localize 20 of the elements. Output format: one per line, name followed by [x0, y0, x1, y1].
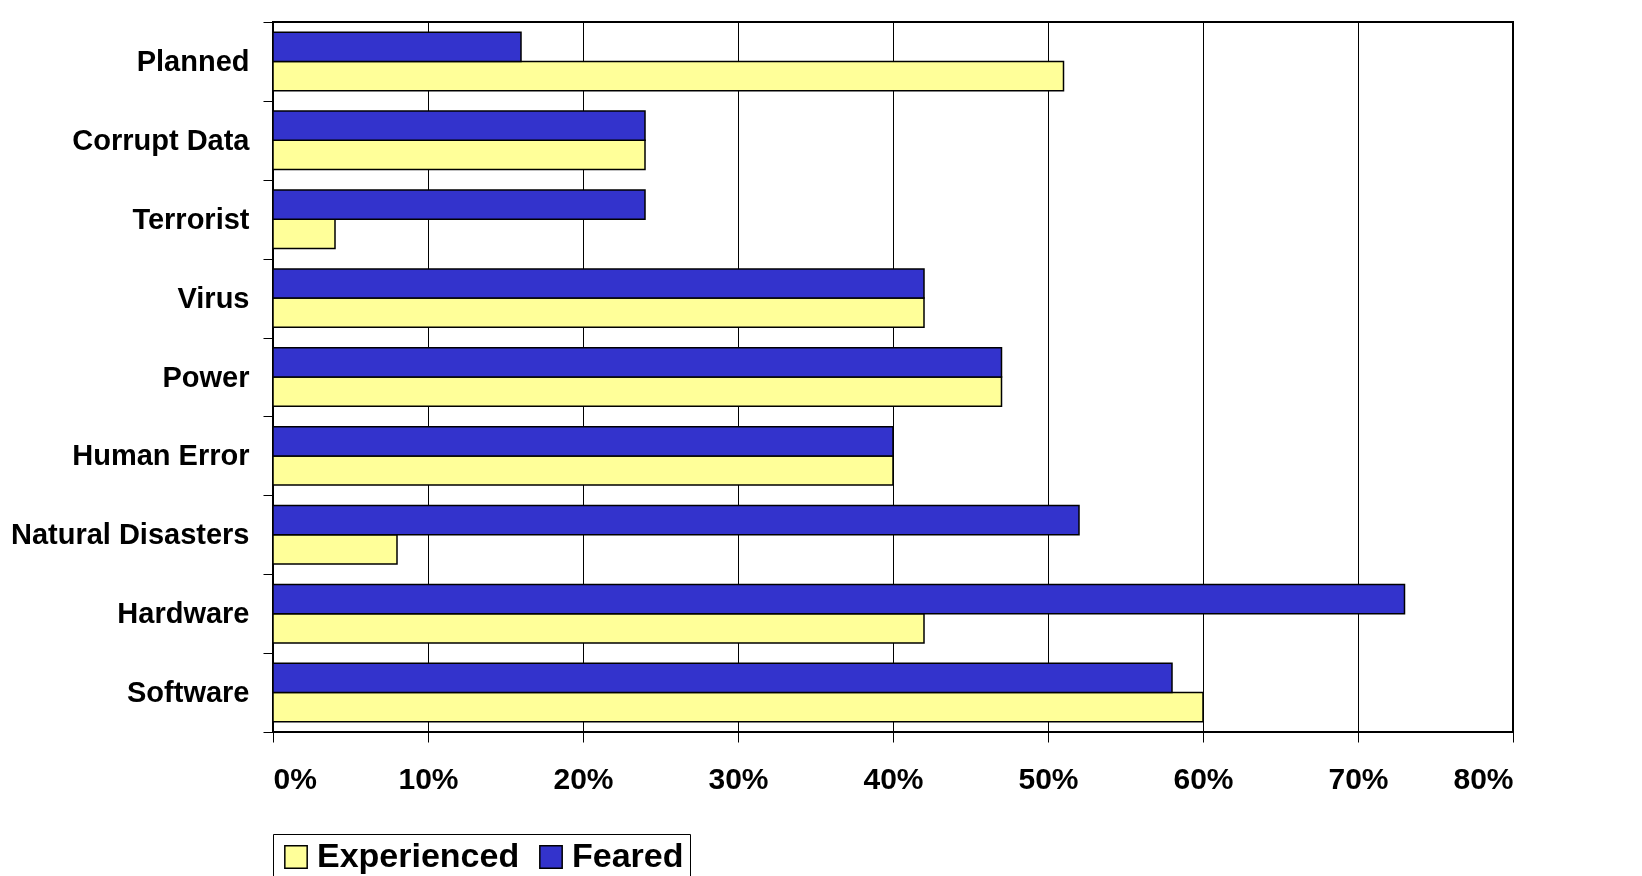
legend-label: Experienced: [317, 836, 520, 874]
y-tick-label: Natural Disasters: [10, 518, 250, 551]
y-tick-label: Hardware: [117, 597, 250, 630]
legend-label: Feared: [572, 836, 684, 874]
y-tick-label: Software: [127, 676, 250, 709]
y-tick-label: Power: [162, 360, 250, 393]
y-tick-label: Virus: [177, 281, 250, 314]
x-tick-label: 0%: [273, 761, 317, 795]
y-tick-label: Terrorist: [132, 202, 250, 235]
y-tick-label: Human Error: [72, 439, 250, 472]
x-tick-label: 60%: [1173, 761, 1234, 795]
x-tick-label: 80%: [1453, 761, 1514, 795]
x-tick-label: 20%: [553, 761, 614, 795]
x-tick-label: 70%: [1328, 761, 1389, 795]
x-tick-label: 10%: [398, 761, 459, 795]
y-tick-label: Planned: [136, 44, 250, 77]
x-tick-label: 40%: [863, 761, 924, 795]
x-tick-label: 30%: [708, 761, 769, 795]
x-tick-label: 50%: [1018, 761, 1079, 795]
y-tick-label: Corrupt Data: [72, 123, 251, 156]
